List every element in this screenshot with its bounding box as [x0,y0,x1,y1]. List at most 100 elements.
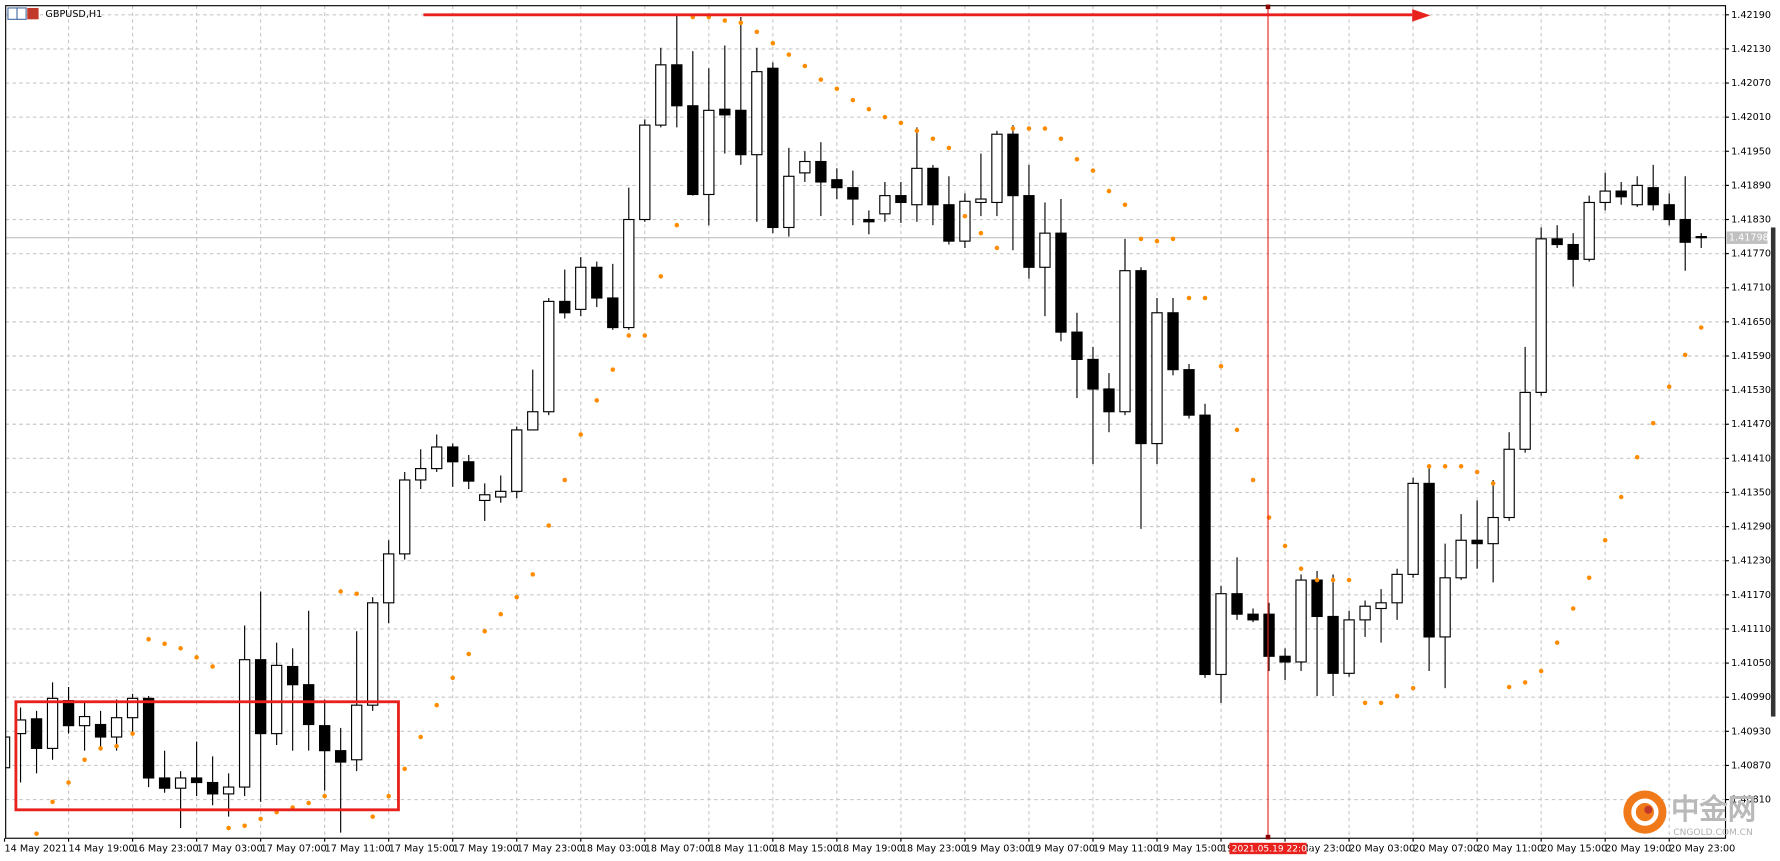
candle-body [30,718,43,749]
sar-dot [1010,126,1016,131]
crosshair-label: 2021.05.19 22:00 [1232,845,1313,855]
x-tick-label: 19 May 03:00 [965,843,1031,854]
sar-dot [1234,427,1240,433]
sar-dot [178,646,183,651]
x-tick-label: 19 May 11:00 [1093,843,1159,854]
sar-dot [1522,680,1528,685]
x-tick-label: 17 May 03:00 [197,843,263,854]
sar-dot [1490,481,1496,486]
sar-dot [610,367,616,372]
candle-body [847,187,859,200]
x-tick-label: 20 May 07:00 [1413,843,1479,854]
sar-dot [146,636,151,642]
y-tick-label: 1.41170 [1731,590,1771,601]
sar-dot [1554,640,1560,645]
y-tick-label: 1.41050 [1731,658,1771,669]
sar-dot [1138,236,1144,242]
candle-body [142,697,155,779]
candle-body [783,175,795,229]
x-tick-label: 17 May 07:00 [261,843,327,854]
sar-dot [1426,464,1432,469]
sar-dot [66,780,71,785]
candle-body [1007,133,1019,197]
candle-body [607,297,619,329]
scrollbar[interactable] [1770,227,1776,717]
x-tick-label: 18 May 19:00 [837,843,903,854]
candle-body [383,553,395,604]
candle-body [671,64,683,107]
candle-body [431,446,443,470]
candle-body [575,266,587,310]
candle-body [1311,579,1323,618]
sar-dot [402,766,407,772]
sar-dot [946,145,952,151]
candle-body [591,266,603,299]
candle-body [1519,391,1531,450]
watermark-logo [1623,790,1667,834]
x-tick-label: 19 May 07:00 [1029,843,1095,854]
candle-body [991,133,1003,204]
candle-body [1615,190,1627,198]
candle-body [94,723,107,738]
crosshair-marker [1265,4,1271,10]
candle-body [334,750,347,763]
sar-dot [962,213,968,219]
candle-body [238,659,251,788]
y-tick-label: 1.41890 [1731,180,1771,191]
sar-dot [1298,566,1304,571]
sar-dot [1282,543,1288,549]
y-tick-label: 1.41950 [1731,146,1771,157]
sar-dot [994,245,1000,251]
candle-body [511,429,523,492]
x-tick-label: 17 May 23:00 [517,843,583,854]
candle-body [463,461,475,482]
x-tick-label: 17 May 15:00 [389,843,455,854]
sar-dot [1090,168,1096,173]
sar-dot [1170,236,1176,242]
sar-dot [1634,454,1640,460]
y-tick-label: 1.41350 [1731,487,1771,498]
y-tick-label: 1.41110 [1731,624,1771,635]
candle-body [270,664,283,735]
watermark-logo [1631,798,1659,826]
candle-body [367,602,379,706]
y-tick-label: 1.40870 [1731,760,1771,771]
sar-dot [626,333,632,338]
sar-dot [1202,295,1208,301]
candle-body [318,725,331,752]
sar-dot [802,63,808,69]
sar-dot [1362,700,1368,706]
sar-dot [530,572,536,577]
sar-dot [1586,575,1592,581]
candle-body [110,717,123,738]
sar-dot [242,823,247,829]
candle-body [831,179,843,189]
candle-body [1471,539,1483,545]
x-tick-label: 20 May 15:00 [1541,843,1607,854]
sar-dot [770,40,776,46]
sar-dot [1042,126,1048,131]
candle-body [351,704,363,761]
candle-body [190,777,203,784]
candle-body [1071,331,1083,360]
sar-dot [1346,577,1352,583]
candle-body [1391,573,1403,604]
candle-body [527,411,539,431]
crosshair-label-box [1229,842,1307,855]
candle-body [1183,369,1195,416]
y-tick-label: 1.42010 [1731,112,1771,123]
candle-body [5,736,11,769]
sar-dot [114,743,119,749]
y-tick-label: 1.41290 [1731,522,1771,533]
sar-dot [1538,668,1544,674]
sar-dot [498,611,504,617]
title-icon [16,7,27,20]
candle-body [174,777,187,789]
candle-body [399,479,411,555]
sar-dot [450,675,455,681]
candle-body [1167,312,1179,371]
sar-dot [258,816,263,822]
arrow-head [1412,9,1431,22]
